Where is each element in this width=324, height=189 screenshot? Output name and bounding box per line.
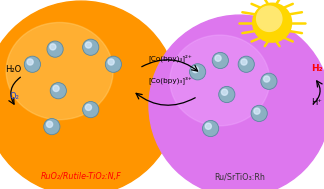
Text: [Co(bpy)₃]²⁺: [Co(bpy)₃]²⁺ <box>148 54 192 62</box>
Ellipse shape <box>86 104 92 110</box>
Polygon shape <box>240 50 256 60</box>
Polygon shape <box>246 47 258 56</box>
Ellipse shape <box>251 105 267 122</box>
Polygon shape <box>260 40 266 44</box>
Ellipse shape <box>254 108 260 114</box>
Ellipse shape <box>50 83 66 99</box>
Ellipse shape <box>170 35 270 126</box>
Polygon shape <box>237 38 254 43</box>
Polygon shape <box>230 55 250 68</box>
Ellipse shape <box>257 6 282 31</box>
Polygon shape <box>236 52 253 64</box>
Ellipse shape <box>50 44 56 50</box>
Ellipse shape <box>46 121 52 127</box>
Ellipse shape <box>0 1 178 189</box>
Text: H⁺: H⁺ <box>311 98 322 107</box>
Text: H₂O: H₂O <box>5 65 21 74</box>
Polygon shape <box>121 61 155 77</box>
Polygon shape <box>221 41 240 48</box>
Ellipse shape <box>86 42 92 48</box>
Ellipse shape <box>241 59 247 65</box>
Ellipse shape <box>53 85 59 91</box>
Polygon shape <box>220 60 246 77</box>
Polygon shape <box>226 57 248 72</box>
Ellipse shape <box>190 64 206 80</box>
Text: Ru/SrTiO₃:Rh: Ru/SrTiO₃:Rh <box>214 172 265 181</box>
Ellipse shape <box>205 123 211 129</box>
Ellipse shape <box>215 55 221 61</box>
Ellipse shape <box>83 39 99 55</box>
Text: RuO₂/Rutile-TiO₂:N,F: RuO₂/Rutile-TiO₂:N,F <box>40 172 122 181</box>
Ellipse shape <box>27 59 33 65</box>
Polygon shape <box>154 55 183 67</box>
Polygon shape <box>137 58 169 72</box>
Ellipse shape <box>108 59 114 65</box>
Ellipse shape <box>83 101 99 118</box>
Text: O₂: O₂ <box>10 92 19 101</box>
Polygon shape <box>104 65 141 82</box>
Ellipse shape <box>24 56 40 72</box>
Ellipse shape <box>219 86 235 103</box>
Polygon shape <box>204 45 226 53</box>
Text: H₂: H₂ <box>311 64 323 74</box>
Ellipse shape <box>264 76 270 82</box>
Polygon shape <box>187 48 212 57</box>
Polygon shape <box>171 51 197 63</box>
Polygon shape <box>250 45 260 52</box>
Ellipse shape <box>202 120 219 137</box>
Ellipse shape <box>261 73 277 89</box>
Ellipse shape <box>149 15 324 189</box>
Ellipse shape <box>221 89 227 95</box>
Ellipse shape <box>44 119 60 135</box>
Ellipse shape <box>253 3 292 42</box>
Text: [Co(bpy)₃]³⁺: [Co(bpy)₃]³⁺ <box>148 76 192 84</box>
Ellipse shape <box>212 52 228 69</box>
Ellipse shape <box>238 56 254 72</box>
Ellipse shape <box>6 22 113 120</box>
Polygon shape <box>256 42 263 48</box>
Ellipse shape <box>47 41 63 57</box>
Ellipse shape <box>105 56 122 72</box>
Ellipse shape <box>192 67 198 73</box>
